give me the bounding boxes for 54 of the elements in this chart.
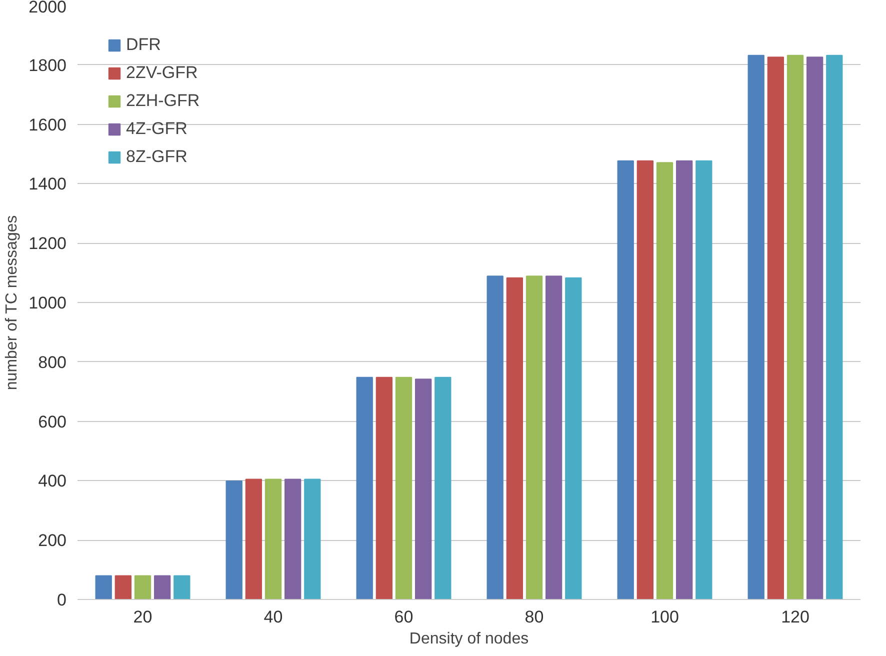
bar (304, 478, 321, 600)
bar (826, 54, 843, 600)
bar (434, 376, 452, 600)
bar (356, 376, 373, 600)
bar (545, 276, 562, 600)
y-tick-label: 200 (38, 531, 67, 550)
bar (767, 56, 784, 600)
bar (395, 376, 412, 600)
legend-label: DFR (126, 35, 161, 55)
bar (154, 575, 171, 600)
bar (226, 480, 242, 600)
legend-label: 4Z-GFR (126, 119, 188, 139)
bar (676, 160, 693, 600)
bar (786, 54, 804, 600)
bar (414, 378, 432, 600)
y-tick-label: 1000 (28, 294, 67, 312)
x-tick-label: 100 (650, 608, 679, 626)
y-axis-title: number of TC messages (4, 215, 21, 390)
bar (486, 276, 504, 600)
y-tick-label: 1200 (28, 234, 67, 254)
bar (806, 56, 824, 600)
x-tick-label: 40 (264, 608, 283, 626)
y-tick-label: 400 (38, 472, 67, 491)
y-tick-label: 1400 (28, 174, 67, 194)
bar (526, 276, 543, 600)
legend-label: 8Z-GFR (126, 147, 188, 167)
x-tick-label: 60 (394, 608, 414, 626)
bar (114, 575, 132, 600)
x-tick-label: 80 (524, 608, 544, 626)
bar (636, 160, 654, 600)
legend-label: 2ZV-GFR (126, 63, 198, 83)
bar (134, 575, 152, 600)
bar (245, 478, 262, 600)
y-tick-label: 0 (57, 590, 67, 610)
x-tick-label: 120 (781, 608, 810, 626)
bar (376, 376, 393, 600)
y-tick-label: 600 (38, 412, 67, 432)
bar (748, 54, 764, 600)
y-tick-label: 800 (38, 352, 67, 372)
bar (95, 575, 112, 600)
legend-label: 2ZH-GFR (126, 91, 200, 111)
bar (174, 575, 190, 600)
bar (506, 277, 524, 600)
x-axis-title: Density of nodes (409, 630, 529, 648)
y-tick-label: 2000 (28, 0, 67, 16)
x-tick-label: 20 (133, 608, 152, 626)
y-tick-label: 1600 (28, 115, 67, 134)
y-tick-label: 1800 (28, 56, 67, 75)
bar (656, 162, 674, 600)
bar (617, 160, 634, 600)
bar (565, 277, 582, 600)
bar (696, 160, 712, 600)
bar (284, 478, 302, 600)
bar (264, 478, 282, 600)
